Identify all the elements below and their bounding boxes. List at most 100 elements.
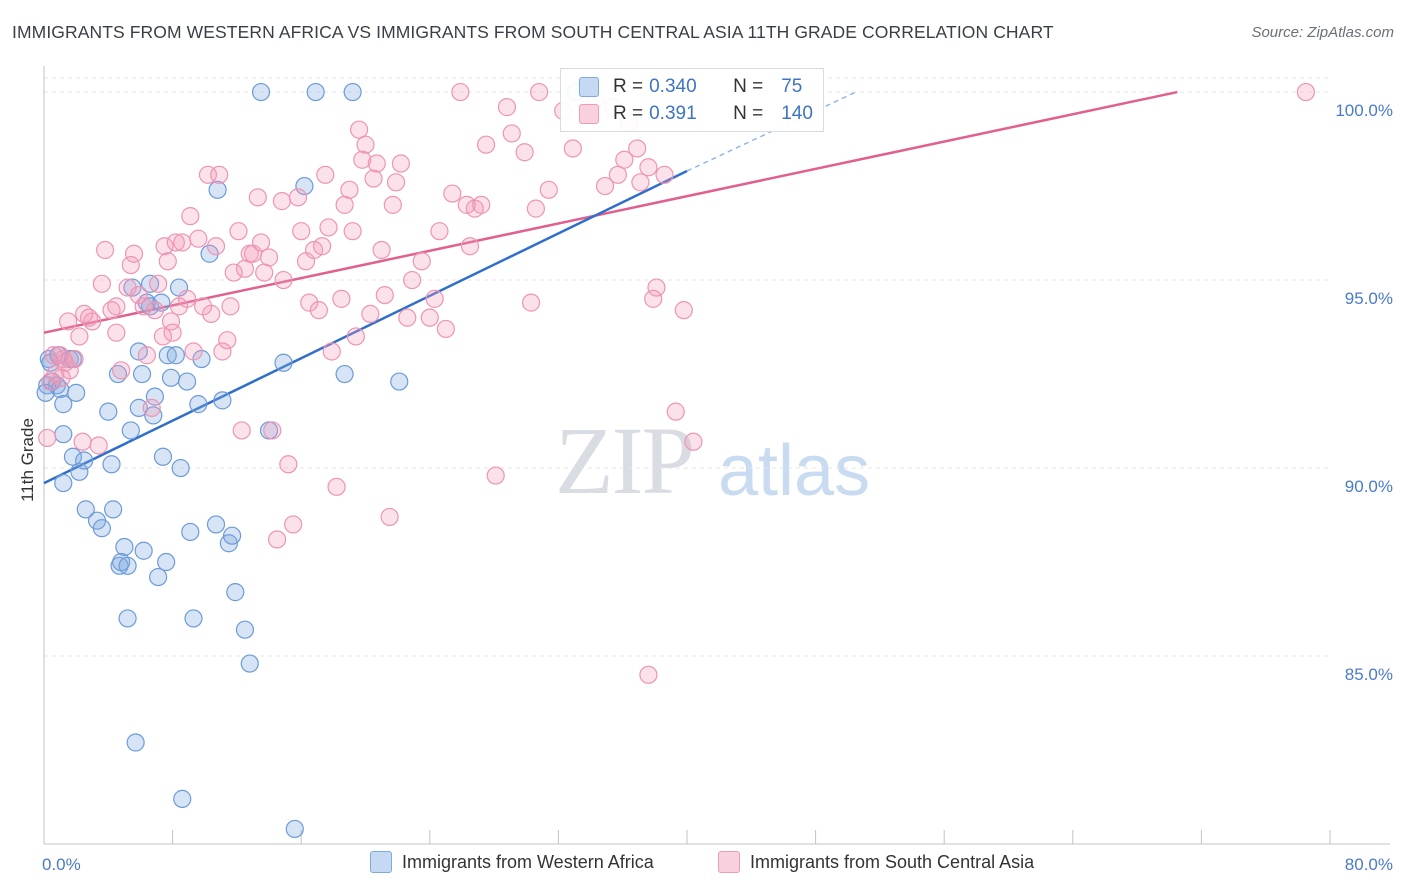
point-south-central-asia <box>380 507 399 527</box>
series-legend-item-blue: Immigrants from Western Africa <box>370 851 654 873</box>
chart-title: IMMIGRANTS FROM WESTERN AFRICA VS IMMIGR… <box>12 22 1054 42</box>
point-western-africa <box>173 789 192 808</box>
point-south-central-asia <box>647 278 666 297</box>
point-western-africa <box>251 82 271 102</box>
point-south-central-asia <box>107 297 126 316</box>
point-south-central-asia <box>177 289 197 308</box>
point-south-central-asia <box>666 402 685 421</box>
stats-legend: R = 0.340 N = 75 R = 0.391 N = 140 <box>560 68 824 132</box>
y-tick-label: 100.0% <box>1335 101 1393 120</box>
point-western-africa <box>54 425 73 444</box>
point-western-africa <box>76 500 95 519</box>
point-western-africa <box>157 552 176 572</box>
point-south-central-asia <box>129 285 148 305</box>
point-south-central-asia <box>235 259 255 278</box>
point-western-africa <box>149 567 168 587</box>
series-label-pink: Immigrants from South Central Asia <box>750 851 1035 872</box>
point-south-central-asia <box>436 319 455 339</box>
point-western-africa <box>295 176 314 196</box>
point-western-africa <box>153 447 173 466</box>
legend-n-label: N = <box>733 76 764 97</box>
point-south-central-asia <box>332 289 351 308</box>
point-south-central-asia <box>403 270 422 290</box>
point-south-central-asia <box>608 165 627 184</box>
point-south-central-asia <box>202 304 221 323</box>
point-south-central-asia <box>340 180 359 199</box>
point-south-central-asia <box>383 195 402 214</box>
point-south-central-asia <box>375 285 394 305</box>
point-western-africa <box>54 395 73 414</box>
gridlines <box>44 77 1330 657</box>
point-western-africa <box>213 391 232 410</box>
point-south-central-asia <box>655 165 674 184</box>
point-western-africa <box>54 473 73 493</box>
trend-lines <box>43 90 1178 485</box>
point-south-central-asia <box>476 135 496 154</box>
point-western-africa <box>222 526 242 545</box>
point-western-africa <box>208 180 227 199</box>
point-south-central-asia <box>319 218 338 237</box>
point-south-central-asia <box>232 421 251 440</box>
point-western-africa <box>104 500 123 519</box>
point-south-central-asia <box>300 293 319 312</box>
point-south-central-asia <box>443 184 462 203</box>
point-south-central-asia <box>181 207 200 226</box>
point-western-africa <box>235 620 255 639</box>
point-south-central-asia <box>386 173 406 192</box>
point-south-central-asia <box>134 297 153 316</box>
point-south-central-asia <box>44 346 63 365</box>
point-south-central-asia <box>288 188 308 207</box>
point-south-central-asia <box>460 237 480 256</box>
point-south-central-asia <box>121 255 140 275</box>
point-western-africa <box>115 537 134 557</box>
point-south-central-asia <box>173 233 192 252</box>
point-south-central-asia <box>149 274 168 293</box>
point-western-africa <box>189 395 208 414</box>
point-western-africa <box>343 82 362 102</box>
point-south-central-asia <box>38 428 57 448</box>
point-south-central-asia <box>59 312 78 331</box>
point-south-central-asia <box>107 323 126 342</box>
legend-n-label: N = <box>733 103 764 124</box>
point-south-central-asia <box>353 150 372 169</box>
point-south-central-asia <box>153 327 173 346</box>
y-tick-label: 90.0% <box>1345 477 1393 496</box>
point-south-central-asia <box>124 244 144 263</box>
series-legend-item-pink: Immigrants from South Central Asia <box>718 851 1034 873</box>
legend-swatch-blue <box>579 77 599 97</box>
point-south-central-asia <box>279 455 298 474</box>
point-south-central-asia <box>161 312 181 331</box>
point-western-africa <box>118 609 137 628</box>
point-western-africa <box>285 819 304 839</box>
point-south-central-asia <box>189 229 208 248</box>
point-western-africa <box>152 293 171 312</box>
point-south-central-asia <box>70 327 89 346</box>
point-western-africa <box>134 541 153 560</box>
trend-line-blue <box>43 169 688 485</box>
point-south-central-asia <box>255 263 274 282</box>
point-south-central-asia <box>639 158 658 177</box>
point-south-central-asia <box>251 233 271 252</box>
point-south-central-asia <box>112 361 131 380</box>
y-tick-label: 95.0% <box>1345 289 1393 308</box>
point-south-central-asia <box>267 530 287 549</box>
point-south-central-asia <box>145 301 165 320</box>
point-western-africa <box>99 402 118 421</box>
point-western-africa <box>161 368 181 387</box>
point-western-africa <box>70 462 89 481</box>
point-western-africa <box>92 519 111 538</box>
point-western-africa <box>181 522 200 542</box>
point-south-central-asia <box>684 432 703 451</box>
point-south-central-asia <box>412 252 431 271</box>
point-western-africa <box>166 346 185 365</box>
y-tick-label: 85.0% <box>1345 665 1393 684</box>
point-south-central-asia <box>425 289 444 308</box>
point-south-central-asia <box>364 169 383 188</box>
point-south-central-asia <box>274 270 293 290</box>
point-south-central-asia <box>420 308 439 327</box>
point-south-central-asia <box>530 82 549 102</box>
point-south-central-asia <box>272 192 292 211</box>
point-western-africa <box>102 455 121 474</box>
point-western-africa <box>144 406 163 425</box>
